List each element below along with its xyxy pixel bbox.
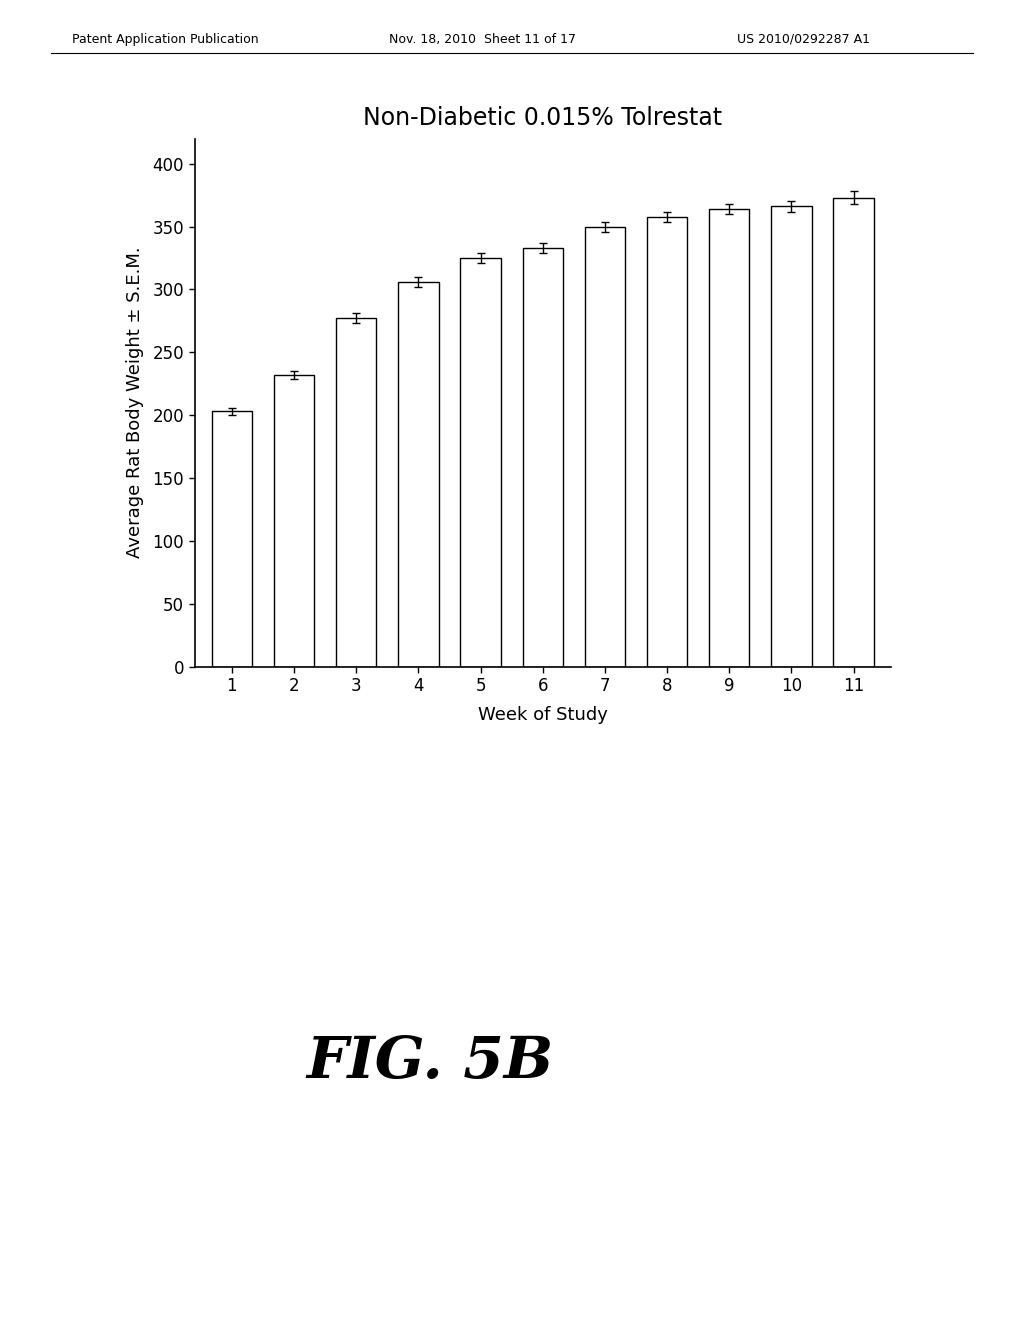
Y-axis label: Average Rat Body Weight ± S.E.M.: Average Rat Body Weight ± S.E.M. bbox=[126, 247, 144, 558]
Bar bbox=[522, 248, 563, 667]
Title: Non-Diabetic 0.015% Tolrestat: Non-Diabetic 0.015% Tolrestat bbox=[364, 106, 722, 129]
Bar bbox=[336, 318, 377, 667]
Text: US 2010/0292287 A1: US 2010/0292287 A1 bbox=[737, 33, 870, 46]
Bar bbox=[771, 206, 812, 667]
Bar bbox=[212, 412, 252, 667]
Text: Patent Application Publication: Patent Application Publication bbox=[72, 33, 258, 46]
Text: FIG. 5B: FIG. 5B bbox=[306, 1035, 554, 1090]
Bar bbox=[834, 198, 873, 667]
Bar bbox=[585, 227, 625, 667]
Bar bbox=[461, 257, 501, 667]
Text: Nov. 18, 2010  Sheet 11 of 17: Nov. 18, 2010 Sheet 11 of 17 bbox=[389, 33, 577, 46]
Bar bbox=[398, 282, 438, 667]
Bar bbox=[647, 216, 687, 667]
X-axis label: Week of Study: Week of Study bbox=[478, 706, 607, 725]
Bar bbox=[273, 375, 314, 667]
Bar bbox=[709, 209, 750, 667]
